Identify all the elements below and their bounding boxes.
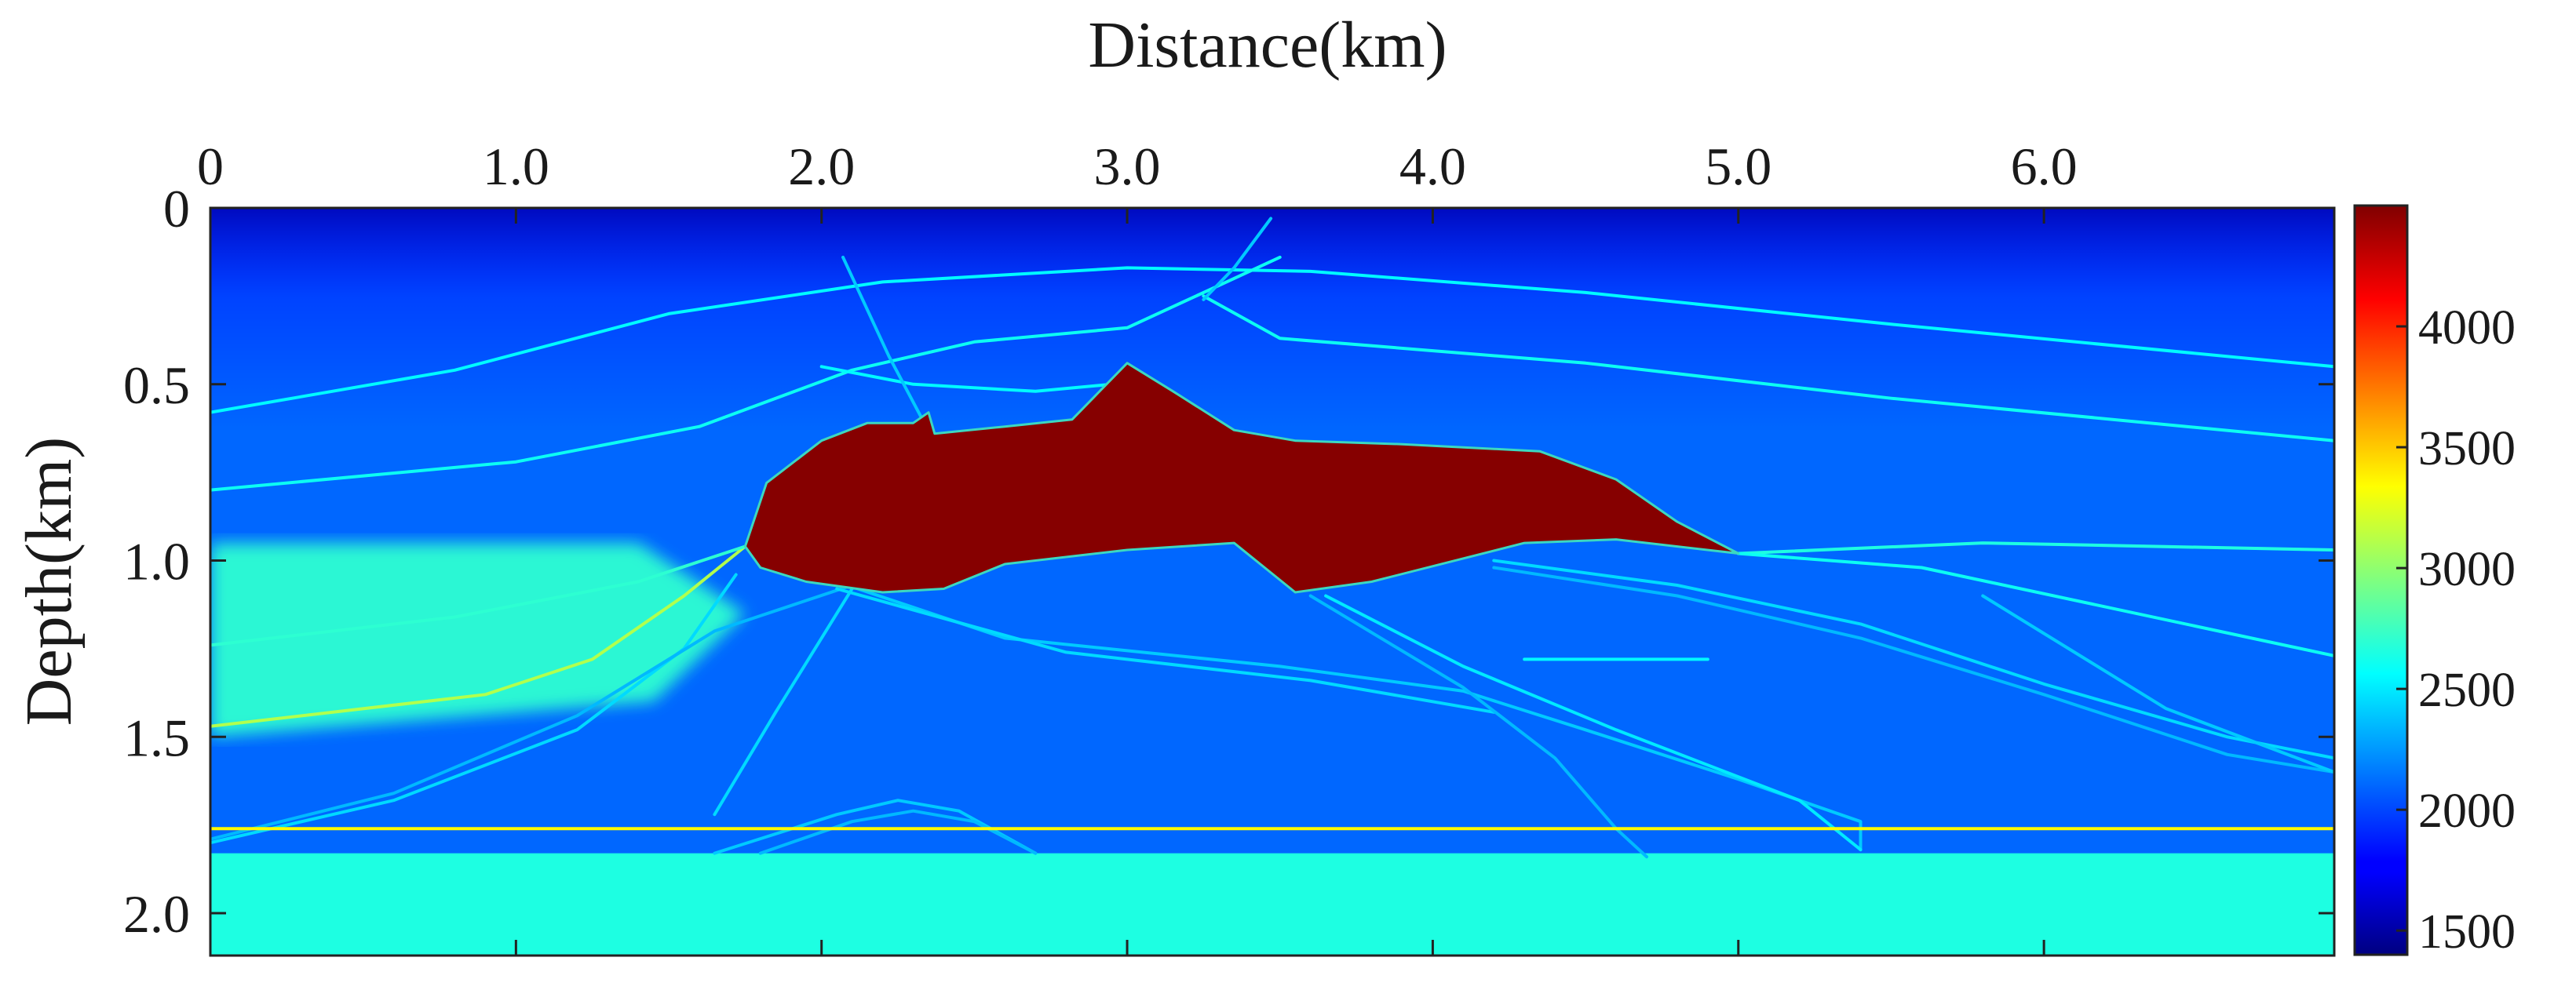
horizon-line (1202, 217, 1273, 301)
horizon-line (210, 573, 738, 845)
x-tick-label: 1.0 (483, 137, 549, 196)
colorbar-tick-label: 3000 (2418, 543, 2516, 596)
horizon-line (1324, 594, 1863, 852)
horizon-line (210, 544, 747, 728)
x-tick-label: 2.0 (788, 137, 855, 196)
plot-frame (209, 206, 2336, 957)
horizon-line (841, 255, 925, 421)
y-axis-title: Depth(km) (13, 437, 86, 726)
horizon-line (210, 266, 2334, 414)
horizon-line (835, 587, 1496, 714)
horizon-line (210, 544, 747, 647)
y-tick-label: 1.5 (123, 708, 190, 767)
horizon-line (1492, 559, 2334, 760)
colorbar-tick-label: 2000 (2418, 785, 2516, 838)
plot-area (210, 208, 2334, 956)
left-wedge (210, 543, 746, 737)
y-tick-label: 1.0 (123, 532, 190, 592)
x-axis-title: Distance(km) (1088, 9, 1447, 82)
x-axis: 0 1.0 2.0 3.0 4.0 5.0 6.0 (197, 137, 2078, 956)
horizon-line (713, 587, 854, 817)
y-tick-label: 2.0 (123, 884, 190, 944)
horizon-line (210, 255, 1282, 492)
horizon-line (1736, 552, 2334, 657)
y-tick-label: 0.5 (123, 355, 190, 415)
horizon-line (1202, 294, 2334, 442)
y-tick-label: 0 (163, 179, 190, 238)
colorbar-tick-label: 2500 (2418, 664, 2516, 717)
salt-body (743, 362, 1740, 594)
colorbar (2353, 204, 2409, 956)
x-tick-label: 6.0 (2011, 137, 2078, 196)
horizon-line (1736, 541, 2334, 555)
x-tick-label: 0 (197, 137, 224, 196)
horizon-line (819, 365, 1114, 393)
x-tick-label: 3.0 (1094, 137, 1161, 196)
horizon-line (1981, 594, 2334, 774)
horizon-line (1308, 594, 1648, 859)
colorbar-tick-label: 4000 (2418, 301, 2516, 355)
bottom-layer (210, 853, 2334, 956)
colorbar-tick-label: 3500 (2418, 422, 2516, 475)
x-tick-label: 5.0 (1705, 137, 1771, 196)
colorbar-axis: 1500 2000 2500 3000 3500 4000 (2396, 301, 2516, 959)
colorbar-tick-label: 1500 (2418, 905, 2516, 959)
y-axis: 0 0.5 1.0 1.5 2.0 (123, 179, 2334, 944)
horizon-line (1492, 566, 2334, 774)
horizon-line (210, 584, 854, 841)
x-tick-label: 4.0 (1399, 137, 1466, 196)
horizon-line (758, 809, 1038, 855)
horizon-line (835, 580, 1863, 852)
